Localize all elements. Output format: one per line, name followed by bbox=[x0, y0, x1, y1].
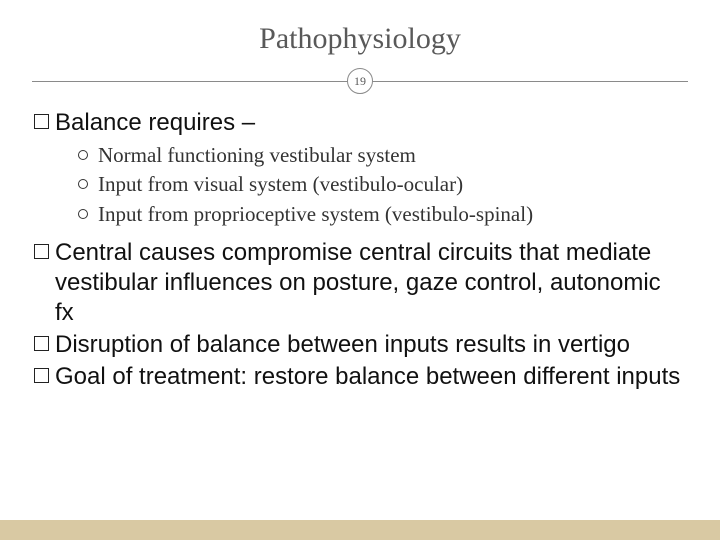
page-number-badge: 19 bbox=[347, 68, 373, 94]
content: Balance requires – Normal functioning ve… bbox=[32, 108, 688, 392]
slide: Pathophysiology 19 Balance requires – No… bbox=[0, 0, 720, 540]
sub-list-item-text: Input from visual system (vestibulo-ocul… bbox=[98, 171, 463, 198]
list-item-text: Balance requires – bbox=[55, 108, 255, 138]
list-item-text: Disruption of balance between inputs res… bbox=[55, 330, 630, 360]
sub-list-item: Input from visual system (vestibulo-ocul… bbox=[78, 171, 686, 198]
list-item-text: Central causes compromise central circui… bbox=[55, 238, 686, 328]
title-rule: 19 bbox=[32, 68, 688, 94]
bottom-accent-band bbox=[0, 520, 720, 540]
list-item-text: Goal of treatment: restore balance betwe… bbox=[55, 362, 680, 392]
sub-list-item: Normal functioning vestibular system bbox=[78, 142, 686, 169]
sub-list-item: Input from proprioceptive system (vestib… bbox=[78, 201, 686, 228]
circle-bullet-icon bbox=[78, 179, 88, 189]
list-item: Central causes compromise central circui… bbox=[34, 238, 686, 328]
list-item: Disruption of balance between inputs res… bbox=[34, 330, 686, 360]
circle-bullet-icon bbox=[78, 150, 88, 160]
sub-list-item-text: Normal functioning vestibular system bbox=[98, 142, 416, 169]
square-bullet-icon bbox=[34, 368, 49, 383]
list-item: Balance requires – bbox=[34, 108, 686, 138]
sub-list: Normal functioning vestibular system Inp… bbox=[78, 142, 686, 228]
square-bullet-icon bbox=[34, 244, 49, 259]
square-bullet-icon bbox=[34, 336, 49, 351]
square-bullet-icon bbox=[34, 114, 49, 129]
page-number: 19 bbox=[354, 74, 366, 89]
sub-list-item-text: Input from proprioceptive system (vestib… bbox=[98, 201, 533, 228]
slide-title: Pathophysiology bbox=[32, 22, 688, 56]
circle-bullet-icon bbox=[78, 209, 88, 219]
list-item: Goal of treatment: restore balance betwe… bbox=[34, 362, 686, 392]
